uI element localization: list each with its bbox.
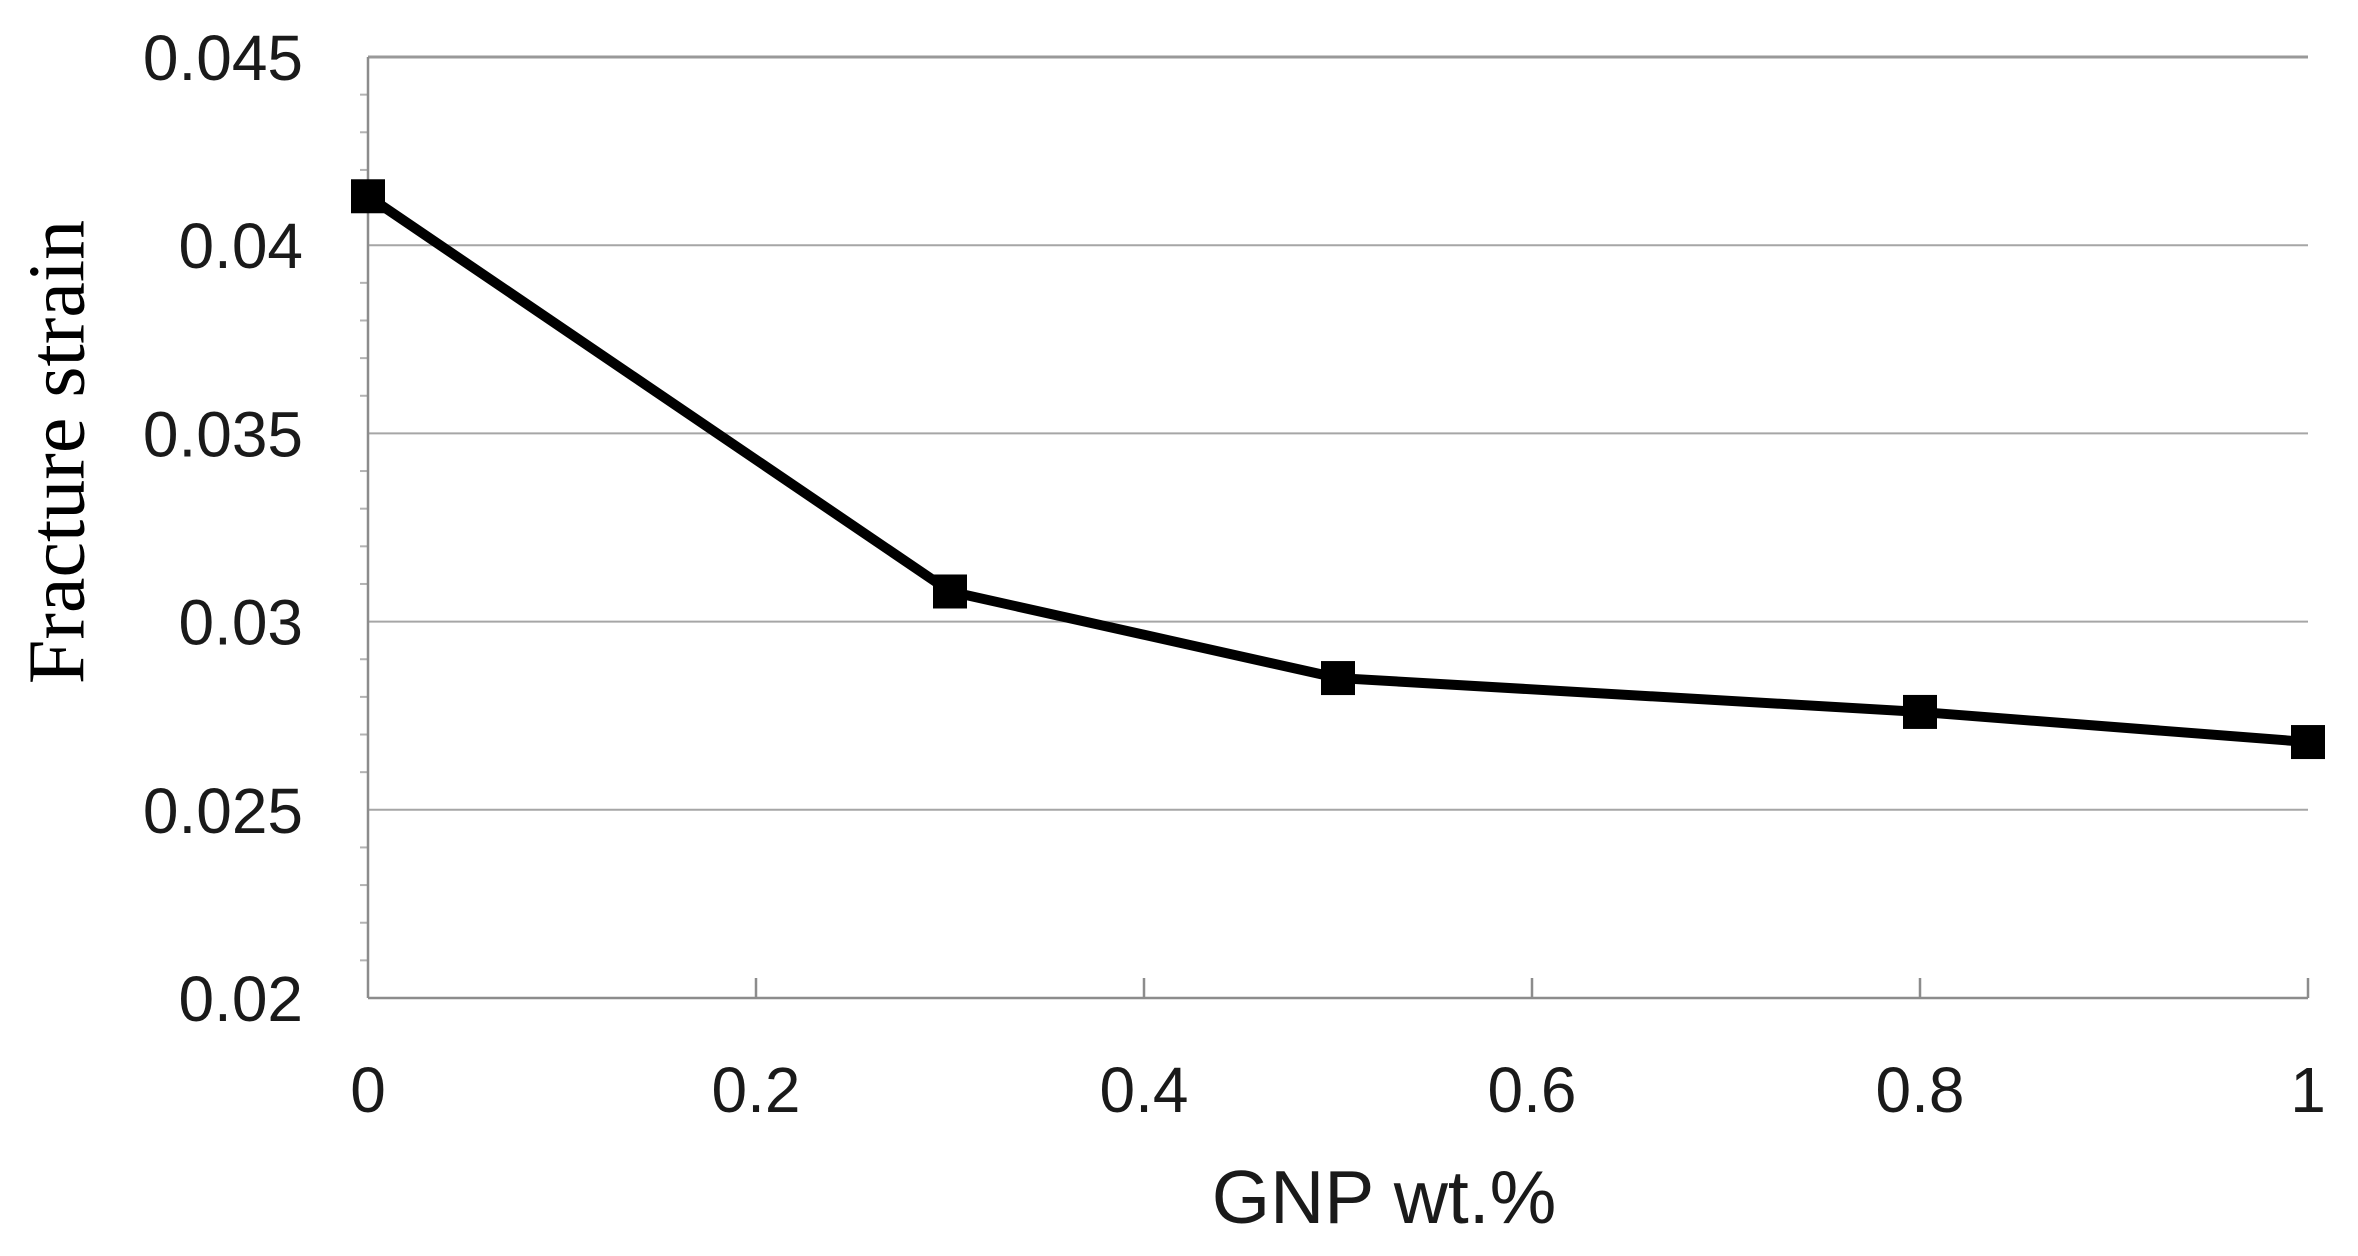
- x-tick-label: 0.6: [1488, 1054, 1577, 1126]
- data-point-marker: [351, 179, 385, 214]
- x-tick-label: 0: [350, 1054, 386, 1126]
- y-tick-label: 0.02: [178, 963, 303, 1035]
- y-tick-label: 0.04: [178, 210, 303, 282]
- y-tick-label: 0.035: [143, 398, 303, 470]
- y-tick-label: 0.03: [178, 587, 303, 659]
- data-point-marker: [933, 574, 967, 609]
- data-point-marker: [2291, 725, 2325, 760]
- x-tick-label: 0.8: [1876, 1054, 1965, 1126]
- x-tick-label: 1: [2290, 1054, 2326, 1126]
- y-tick-label: 0.025: [143, 775, 303, 847]
- series-line: [365, 192, 2309, 748]
- y-tick-label: 0.045: [143, 22, 303, 94]
- x-tick-label: 0.4: [1100, 1054, 1189, 1126]
- data-point-marker: [1321, 661, 1355, 696]
- x-tick-label: 0.2: [712, 1054, 801, 1126]
- y-axis-title: Fracture strain: [13, 219, 102, 685]
- data-point-marker: [1903, 694, 1937, 729]
- x-axis-title: GNP wt.%: [1211, 1155, 1557, 1239]
